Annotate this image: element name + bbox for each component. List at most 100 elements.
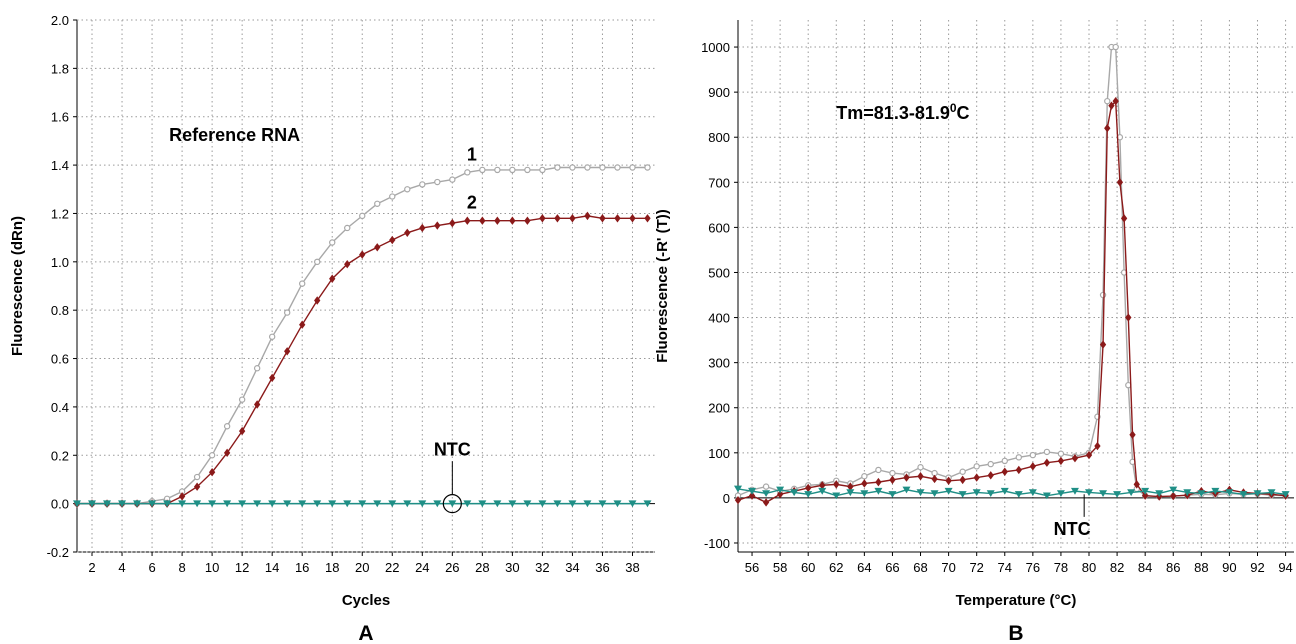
data-point bbox=[1094, 441, 1101, 451]
data-point bbox=[973, 463, 980, 470]
data-point bbox=[88, 500, 97, 508]
data-point bbox=[404, 228, 411, 237]
data-point bbox=[1071, 454, 1079, 463]
data-point bbox=[931, 474, 938, 484]
data-point bbox=[598, 500, 607, 508]
data-point bbox=[493, 500, 502, 508]
x-tick-label: 18 bbox=[325, 560, 339, 575]
data-point bbox=[804, 491, 813, 498]
annotation-text: 2 bbox=[467, 193, 477, 213]
data-point bbox=[1141, 487, 1150, 495]
data-point bbox=[1211, 487, 1220, 495]
series-line bbox=[737, 99, 1286, 504]
data-point bbox=[1057, 456, 1065, 466]
data-point bbox=[762, 490, 771, 497]
data-point bbox=[1042, 492, 1051, 500]
series-2 bbox=[734, 96, 1289, 507]
x-tick-label: 20 bbox=[355, 560, 369, 575]
data-point bbox=[1099, 291, 1107, 299]
data-point bbox=[644, 214, 651, 223]
data-point bbox=[433, 500, 442, 508]
data-point bbox=[1120, 214, 1128, 223]
data-point bbox=[329, 239, 336, 246]
y-tick-label: 700 bbox=[708, 175, 730, 190]
y-tick-label: -100 bbox=[704, 536, 730, 551]
x-tick-label: 90 bbox=[1222, 560, 1236, 575]
data-point bbox=[494, 166, 501, 174]
data-point bbox=[860, 490, 869, 497]
data-point bbox=[1029, 462, 1036, 471]
data-point bbox=[539, 214, 546, 223]
data-point bbox=[419, 223, 426, 233]
data-point bbox=[509, 166, 516, 174]
annotation-superscript: 0 bbox=[950, 101, 957, 115]
data-point bbox=[1133, 480, 1140, 489]
data-point bbox=[959, 475, 966, 485]
y-tick-label: 0.4 bbox=[51, 400, 69, 415]
data-point bbox=[464, 216, 471, 225]
data-point bbox=[449, 218, 456, 228]
data-point bbox=[193, 473, 201, 481]
data-point bbox=[389, 193, 396, 200]
data-point bbox=[133, 500, 142, 508]
data-point bbox=[833, 480, 840, 489]
data-point bbox=[861, 479, 868, 488]
data-point bbox=[358, 500, 367, 508]
data-point bbox=[359, 212, 366, 220]
data-point bbox=[314, 258, 321, 266]
y-tick-label: 0.0 bbox=[51, 497, 69, 512]
x-tick-label: 62 bbox=[829, 560, 843, 575]
y-axis-label: Fluorescence (dRn) bbox=[9, 216, 26, 356]
data-point bbox=[208, 452, 216, 459]
data-point bbox=[1043, 458, 1051, 467]
data-point bbox=[389, 235, 396, 245]
data-point bbox=[889, 475, 896, 485]
data-point bbox=[1099, 490, 1108, 497]
data-point bbox=[404, 186, 411, 193]
y-tick-label: 600 bbox=[708, 220, 730, 235]
data-point bbox=[524, 166, 531, 174]
x-tick-label: 76 bbox=[1026, 560, 1040, 575]
series-1 bbox=[73, 164, 651, 507]
data-point bbox=[1104, 97, 1111, 105]
y-tick-label: 0 bbox=[723, 491, 730, 506]
y-tick-label: 100 bbox=[708, 446, 730, 461]
x-tick-label: 38 bbox=[625, 560, 639, 575]
data-point bbox=[1085, 489, 1094, 497]
data-point bbox=[403, 500, 412, 508]
chart-panel-a: 2 4 6 8 10 12 14 16 18 20 22 24 26 28 30 32 34 36 38-0.20.… bbox=[9, 13, 655, 644]
data-point bbox=[986, 490, 995, 497]
data-point bbox=[1000, 487, 1009, 495]
data-point bbox=[329, 274, 336, 283]
data-point bbox=[374, 200, 381, 207]
data-point bbox=[1125, 313, 1132, 322]
x-tick-label: 64 bbox=[857, 560, 871, 575]
data-point bbox=[238, 426, 246, 436]
data-point bbox=[1281, 491, 1290, 498]
x-tick-label: 14 bbox=[265, 560, 279, 575]
x-tick-label: 88 bbox=[1194, 560, 1208, 575]
data-point bbox=[1112, 43, 1119, 51]
data-point bbox=[1056, 490, 1065, 497]
x-tick-label: 22 bbox=[385, 560, 399, 575]
data-point bbox=[464, 169, 471, 176]
data-point bbox=[254, 400, 261, 409]
data-point bbox=[888, 491, 897, 498]
data-point bbox=[553, 500, 562, 508]
data-point bbox=[298, 280, 306, 287]
data-point bbox=[613, 500, 622, 508]
data-point bbox=[916, 489, 925, 497]
data-point bbox=[1029, 451, 1037, 459]
x-tick-label: 4 bbox=[118, 560, 125, 575]
data-point bbox=[903, 473, 910, 482]
data-point bbox=[569, 164, 576, 171]
data-point bbox=[1169, 486, 1178, 494]
series-3 bbox=[734, 485, 1290, 500]
data-point bbox=[463, 500, 472, 508]
data-point bbox=[599, 214, 606, 223]
data-point bbox=[419, 181, 426, 188]
data-point bbox=[284, 347, 291, 356]
y-tick-label: 1.0 bbox=[51, 255, 69, 270]
data-point bbox=[959, 468, 966, 475]
x-tick-label: 78 bbox=[1054, 560, 1068, 575]
